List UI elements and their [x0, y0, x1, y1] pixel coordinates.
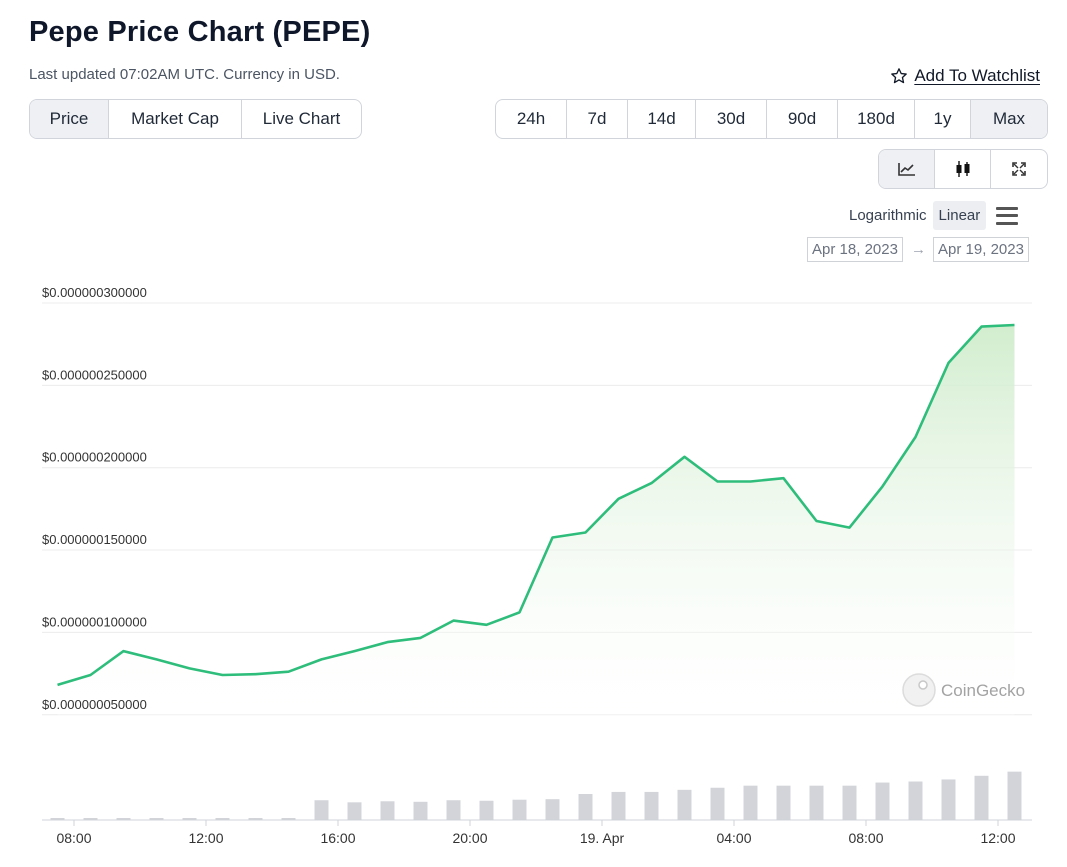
linear-scale-option[interactable]: Linear [932, 201, 987, 230]
volume-bar [116, 818, 131, 820]
date-to-input[interactable]: Apr 19, 2023 [933, 237, 1029, 262]
volume-bar [842, 785, 857, 820]
volume-bar [974, 775, 989, 820]
volume-bar [479, 800, 494, 820]
volume-bar [875, 782, 890, 820]
volume-bar [644, 791, 659, 820]
volume-bar [941, 779, 956, 820]
x-tick-label: 12:00 [188, 830, 223, 846]
y-tick-label: $0.000000200000 [42, 450, 147, 465]
arrow-right-icon: → [911, 241, 926, 258]
date-range-inputs: Apr 18, 2023 → Apr 19, 2023 [807, 237, 1029, 262]
volume-bar [182, 818, 197, 820]
volume-bar [380, 801, 395, 820]
x-tick-label: 08:00 [848, 830, 883, 846]
x-tick-label: 12:00 [980, 830, 1015, 846]
volume-bar [578, 794, 593, 820]
range-90d-button[interactable]: 90d [767, 100, 838, 138]
volume-bar [446, 800, 461, 820]
price-line [57, 323, 1015, 687]
y-tick-label: $0.000000300000 [42, 285, 147, 300]
coingecko-watermark: CoinGecko [902, 673, 1025, 707]
volume-bar [809, 785, 824, 820]
range-30d-button[interactable]: 30d [696, 100, 767, 138]
candlestick-button[interactable] [935, 150, 991, 188]
y-tick-label: $0.000000050000 [42, 697, 147, 712]
tab-price[interactable]: Price [30, 100, 109, 138]
last-updated-text: Last updated 07:02AM UTC. Currency in US… [29, 66, 340, 83]
page-title: Pepe Price Chart (PEPE) [29, 16, 371, 48]
range-180d-button[interactable]: 180d [838, 100, 915, 138]
x-tick-label: 04:00 [716, 830, 751, 846]
time-range-selector: 24h 7d 14d 30d 90d 180d 1y Max [495, 99, 1048, 139]
volume-bar [281, 818, 296, 820]
line-chart-icon [897, 163, 915, 176]
x-tick-label: 08:00 [56, 830, 91, 846]
x-tick-label: 19. Apr [580, 830, 625, 846]
chart-type-tabs: Price Market Cap Live Chart [29, 99, 362, 139]
logarithmic-scale-option[interactable]: Logarithmic [849, 207, 927, 224]
tab-live-chart[interactable]: Live Chart [262, 109, 341, 128]
volume-bar [215, 818, 230, 820]
price-area [57, 325, 1015, 717]
volume-bar [413, 801, 428, 820]
volume-bar [314, 800, 329, 820]
fullscreen-icon [1012, 162, 1026, 176]
volume-bar [347, 802, 362, 820]
line-chart-button[interactable] [879, 150, 935, 188]
chart-tools [878, 149, 1048, 189]
watermark-text: CoinGecko [941, 681, 1025, 700]
volume-bar [545, 799, 560, 820]
volume-bar [677, 789, 692, 820]
range-24h-button[interactable]: 24h [496, 100, 567, 138]
volume-bar [1007, 771, 1022, 820]
watchlist-label: Add To Watchlist [914, 66, 1040, 85]
y-tick-label: $0.000000250000 [42, 367, 147, 382]
hamburger-menu-icon[interactable] [996, 206, 1019, 225]
volume-bar [83, 818, 98, 820]
range-max-button[interactable]: Max [971, 100, 1047, 138]
fullscreen-button[interactable] [991, 150, 1047, 188]
y-tick-label: $0.000000100000 [42, 614, 147, 629]
range-7d-button[interactable]: 7d [567, 100, 628, 138]
add-to-watchlist-link[interactable]: Add To Watchlist [890, 66, 1040, 86]
volume-bar [50, 818, 65, 820]
y-tick-label: $0.000000150000 [42, 532, 147, 547]
volume-bar [776, 785, 791, 820]
coingecko-logo-icon [902, 673, 936, 707]
scale-selector: Logarithmic Linear [843, 201, 1019, 230]
star-icon [891, 68, 908, 84]
volume-bar [743, 785, 758, 820]
candlestick-icon [956, 161, 969, 177]
volume-bar [512, 799, 527, 820]
volume-bar [611, 791, 626, 820]
volume-bar [149, 818, 164, 820]
volume-bar [908, 781, 923, 820]
volume-bar [248, 818, 263, 820]
x-tick-label: 20:00 [452, 830, 487, 846]
range-1y-button[interactable]: 1y [915, 100, 971, 138]
tab-market-cap[interactable]: Market Cap [109, 100, 242, 138]
date-from-input[interactable]: Apr 18, 2023 [807, 237, 903, 262]
x-tick-label: 16:00 [320, 830, 355, 846]
volume-bar [710, 787, 725, 820]
range-14d-button[interactable]: 14d [628, 100, 696, 138]
